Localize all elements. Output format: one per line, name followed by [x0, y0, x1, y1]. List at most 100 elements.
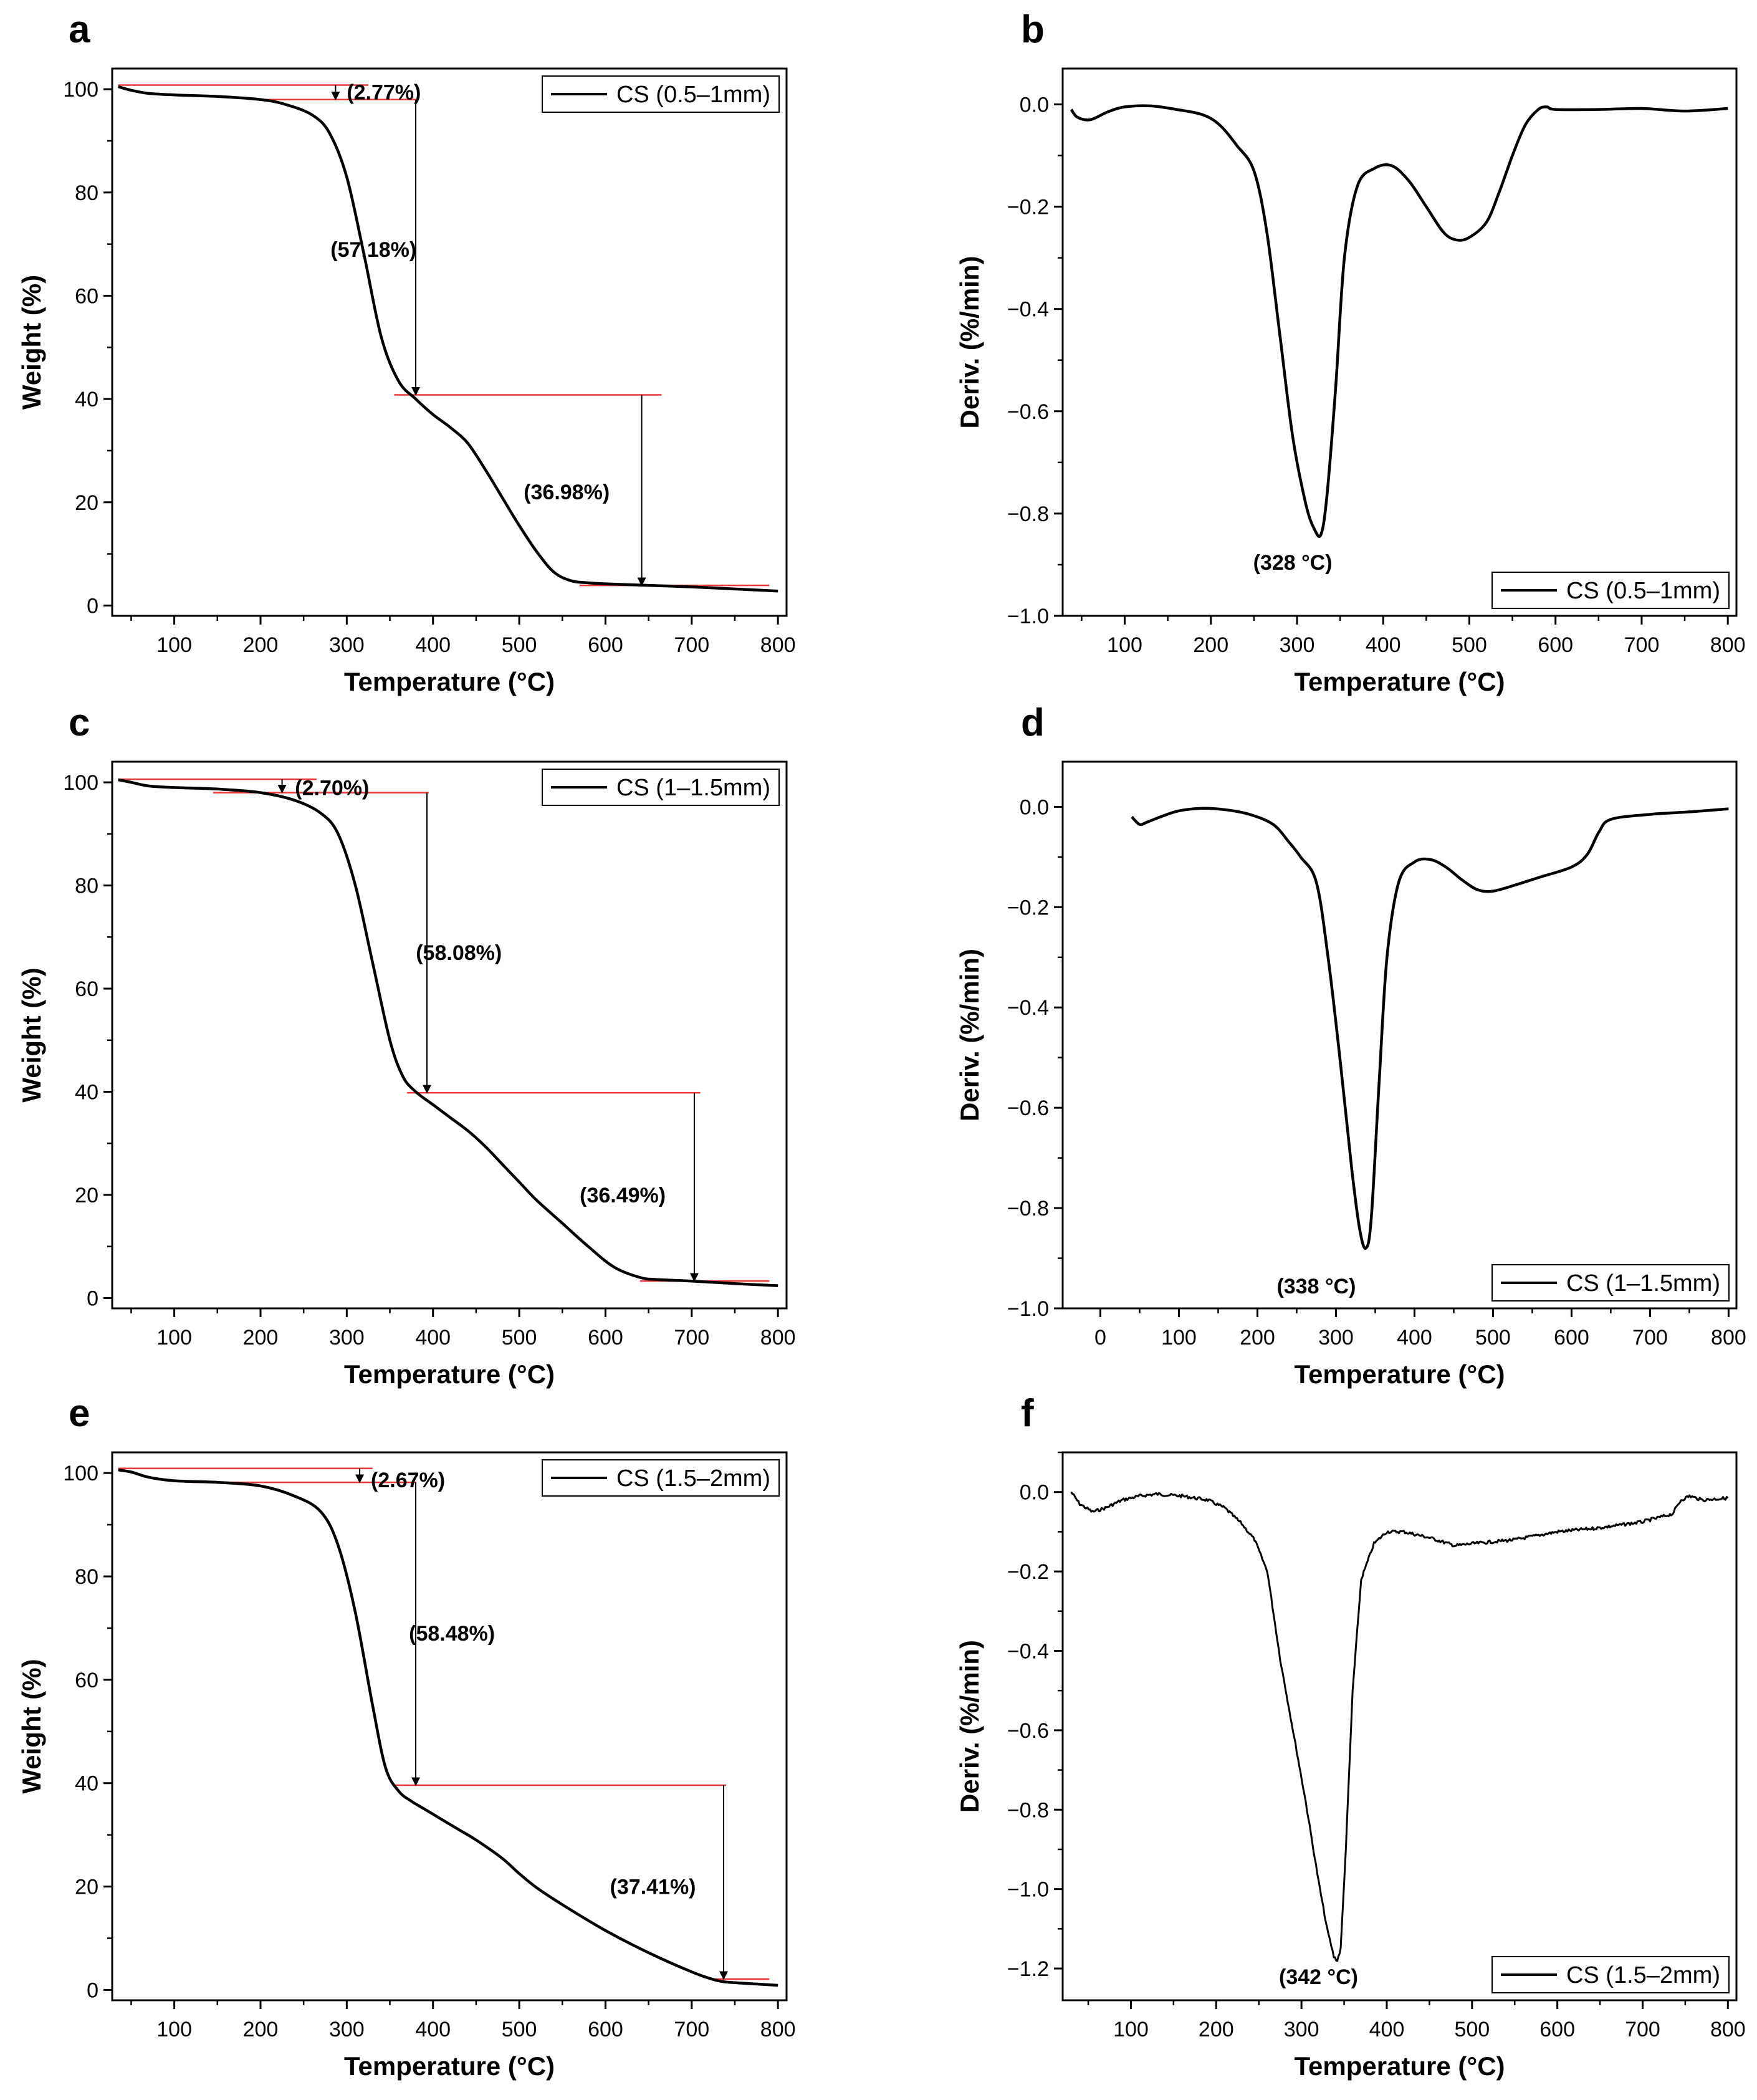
x-tick-label: 400: [415, 2018, 451, 2041]
x-tick-label: 600: [1539, 2018, 1575, 2041]
y-tick-label: −1.0: [1007, 605, 1049, 628]
x-tick-label: 100: [1161, 1326, 1197, 1350]
y-tick-label: −0.6: [1007, 1719, 1049, 1743]
legend-label: CS (1–1.5mm): [1566, 1270, 1720, 1297]
x-tick-label: 0: [1094, 1326, 1106, 1350]
plot-frame: [111, 1451, 788, 2002]
x-axis-title: Temperature (°C): [1294, 1359, 1505, 1389]
x-tick-label: 400: [415, 1326, 451, 1350]
y-tick-label: 80: [75, 1565, 98, 1589]
legend-label: CS (0.5–1mm): [1566, 578, 1720, 604]
y-tick-label: 20: [75, 491, 98, 515]
y-tick-label: −0.6: [1007, 400, 1049, 424]
x-tick-label: 300: [329, 633, 365, 657]
panel-letter: e: [69, 1392, 90, 1435]
x-tick-label: 500: [1475, 1326, 1511, 1350]
y-tick-label: 20: [75, 1184, 98, 1207]
panel-letter: c: [69, 701, 90, 744]
y-tick-label: 60: [75, 284, 98, 308]
x-tick-label: 600: [1554, 1326, 1589, 1350]
x-tick-label: 500: [502, 633, 537, 657]
y-axis-title: Deriv. (%/min): [955, 256, 984, 429]
y-tick-label: −0.8: [1007, 1197, 1049, 1220]
x-tick-label: 500: [502, 1326, 537, 1350]
panel-letter: f: [1021, 1392, 1034, 1435]
panel-a: a 100 200 300 400 500 600 700 800 0 20 40 60 80 100 Tem…: [17, 8, 796, 696]
y-tick-label: 100: [63, 1462, 98, 1485]
x-tick-label: 200: [1193, 633, 1228, 657]
x-axis-title: Temperature (°C): [1294, 2051, 1505, 2081]
annotation-label: (328 °C): [1253, 551, 1333, 575]
series-line: [118, 1468, 778, 1987]
y-tick-label: 0: [87, 1287, 98, 1310]
y-axis-title: Weight (%): [17, 1659, 46, 1793]
x-tick-label: 300: [1318, 1326, 1354, 1350]
x-tick-label: 200: [1240, 1326, 1275, 1350]
y-tick-label: 80: [75, 875, 98, 898]
plot-frame: [1061, 760, 1738, 1310]
plot-frame: [111, 67, 788, 617]
annotation-label: (2.67%): [371, 1469, 445, 1492]
series-line: [118, 778, 778, 1287]
annotation-label: (58.08%): [416, 941, 502, 965]
y-tick-label: −0.4: [1007, 996, 1049, 1020]
x-tick-label: 200: [1199, 2018, 1234, 2041]
x-tick-label: 500: [1452, 633, 1487, 657]
y-tick-label: 40: [75, 1772, 98, 1796]
plot-frame: [111, 760, 788, 1310]
legend: CS (1–1.5mm): [1491, 1264, 1730, 1302]
x-tick-label: 100: [156, 2018, 192, 2041]
y-tick-label: −0.2: [1007, 896, 1049, 919]
annotation-label: (58.48%): [409, 1622, 495, 1646]
plot-frame: [1061, 67, 1738, 617]
x-tick-label: 700: [1625, 2018, 1660, 2041]
y-axis-title: Weight (%): [17, 967, 46, 1102]
x-tick-label: 800: [1710, 2018, 1746, 2041]
x-tick-label: 600: [1538, 633, 1573, 657]
legend: CS (1.5–2mm): [542, 1459, 780, 1497]
x-tick-label: 400: [1369, 2018, 1405, 2041]
x-tick-label: 600: [588, 2018, 623, 2041]
panel-d: d 0 100 200 300 400 500 600 700 800 0.0 −0.2 −0.4 −0.…: [955, 701, 1746, 1389]
y-tick-label: 100: [63, 771, 98, 795]
y-tick-label: −0.6: [1007, 1096, 1049, 1120]
annotation-label: (36.98%): [524, 481, 610, 504]
plot-frame: [1061, 1451, 1738, 2002]
x-tick-label: 600: [588, 1326, 623, 1350]
y-tick-label: 100: [63, 78, 98, 102]
y-tick-label: 80: [75, 181, 98, 205]
y-tick-label: −0.4: [1007, 1639, 1049, 1663]
x-axis-title: Temperature (°C): [344, 2051, 555, 2081]
y-tick-label: 0.0: [1020, 93, 1049, 117]
x-tick-label: 500: [502, 2018, 537, 2041]
series-line: [1070, 1491, 1729, 1962]
y-tick-label: 0.0: [1020, 795, 1049, 819]
panel-letter: d: [1021, 701, 1045, 744]
panel-letter: a: [69, 8, 90, 51]
x-tick-label: 300: [1280, 633, 1315, 657]
legend: CS (1.5–2mm): [1491, 1956, 1730, 1993]
y-tick-label: −1.0: [1007, 1878, 1049, 1902]
x-tick-label: 100: [1107, 633, 1142, 657]
annotation-label: (57.18%): [330, 238, 416, 262]
x-tick-label: 200: [243, 1326, 279, 1350]
y-axis-title: Deriv. (%/min): [955, 949, 984, 1121]
y-tick-label: 0: [87, 1978, 98, 2002]
y-tick-label: 40: [75, 1081, 98, 1105]
legend-label: CS (0.5–1mm): [616, 82, 770, 108]
y-tick-label: 0: [87, 594, 98, 618]
y-tick-label: 0.0: [1020, 1481, 1049, 1505]
y-tick-label: 20: [75, 1876, 98, 1899]
y-tick-label: −0.8: [1007, 502, 1049, 526]
x-tick-label: 100: [156, 1326, 192, 1350]
legend: CS (0.5–1mm): [1491, 572, 1730, 609]
y-axis-title: Deriv. (%/min): [955, 1640, 984, 1813]
x-tick-label: 200: [243, 633, 279, 657]
y-axis-title: Weight (%): [17, 275, 46, 410]
series-line: [1070, 104, 1728, 538]
x-tick-label: 700: [1624, 633, 1660, 657]
x-tick-label: 800: [760, 2018, 796, 2041]
x-tick-label: 100: [1113, 2018, 1149, 2041]
annotation-label: (2.77%): [347, 80, 421, 104]
